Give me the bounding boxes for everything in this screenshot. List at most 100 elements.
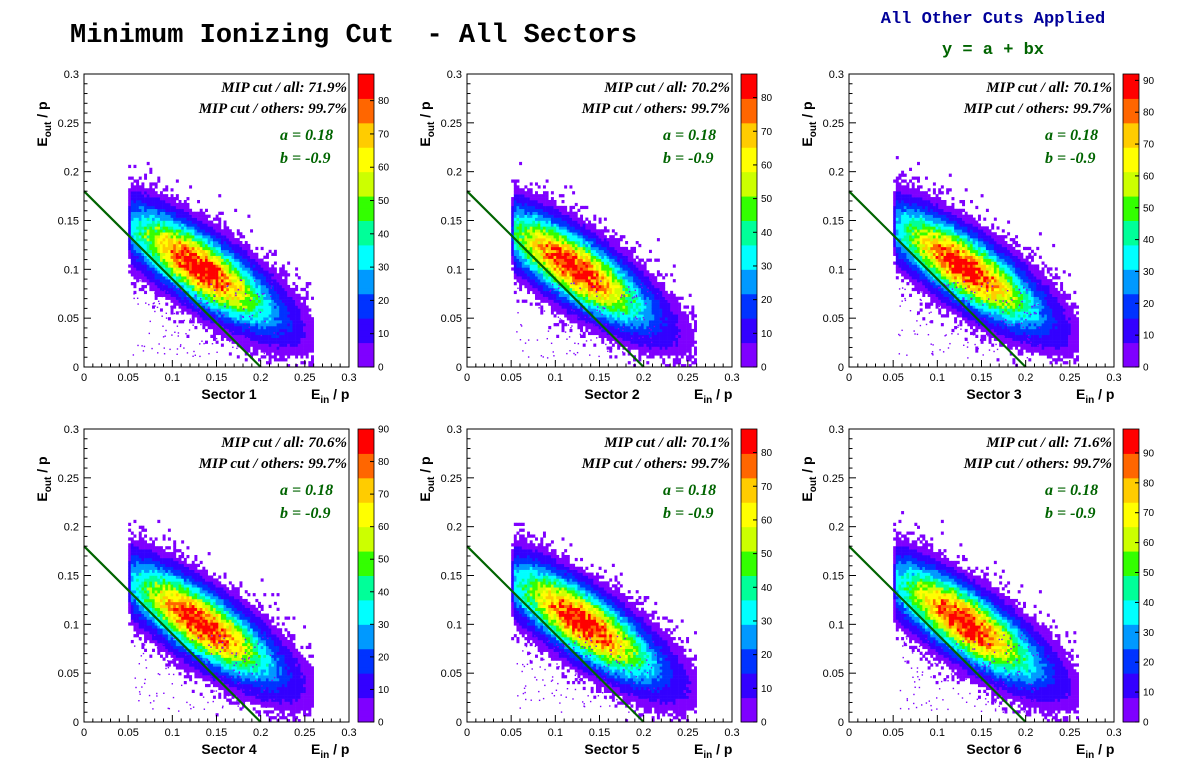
colorbar-segment [358, 238, 374, 246]
density-cell [183, 232, 187, 236]
density-cell [130, 232, 134, 236]
density-cell [561, 293, 565, 297]
density-cell [558, 238, 562, 242]
density-cell [202, 264, 206, 268]
density-cell [199, 310, 201, 313]
density-cell [662, 349, 666, 353]
density-cell [300, 340, 304, 344]
density-cell [553, 293, 557, 297]
density-cell [236, 337, 240, 341]
density-cell [630, 296, 634, 300]
density-cell [181, 261, 185, 265]
density-cell [580, 325, 584, 330]
density-cell [585, 305, 589, 309]
density-cell [598, 282, 602, 286]
density-cell [297, 334, 301, 338]
density-cell [641, 279, 644, 283]
density-cell [643, 270, 647, 274]
density-cell [181, 249, 185, 254]
density-cell [643, 343, 647, 347]
density-cell [656, 293, 660, 297]
density-cell [667, 340, 671, 344]
density-cell [598, 229, 602, 233]
density-cell [144, 279, 148, 283]
density-cell [133, 243, 137, 248]
density-cell [545, 267, 549, 271]
density-cell [149, 320, 151, 323]
density-cell [146, 229, 150, 233]
density-cell [641, 325, 644, 330]
density-cell [535, 241, 538, 245]
density-cell [186, 287, 190, 292]
density-cell [590, 293, 594, 297]
density-cell [183, 305, 187, 309]
density-cell [656, 284, 660, 289]
density-cell [144, 276, 148, 280]
density-cell [173, 214, 177, 218]
density-cell [284, 325, 288, 330]
density-cell [558, 264, 562, 268]
density-cell [165, 211, 169, 215]
density-cell [556, 229, 560, 233]
density-cell [590, 252, 594, 256]
density-cell [521, 211, 525, 215]
density-cell [218, 241, 222, 245]
density-cell [252, 290, 256, 295]
density-cell [527, 255, 531, 259]
density-cell [189, 305, 193, 309]
density-cell [173, 302, 177, 306]
density-cell [194, 232, 198, 236]
density-cell [199, 270, 203, 274]
density-cell [189, 258, 193, 262]
density-cell [231, 331, 235, 336]
density-cell [519, 208, 523, 213]
density-cell [210, 323, 214, 327]
density-cell [651, 325, 655, 330]
density-cell [603, 305, 607, 309]
density-cell [548, 235, 552, 239]
density-cell [244, 276, 248, 280]
colorbar-segment [358, 98, 374, 106]
density-cell [303, 299, 307, 303]
density-cell [173, 287, 177, 292]
density-cell [226, 252, 230, 256]
density-cell [255, 302, 259, 306]
density-cell [654, 323, 658, 327]
density-cell [215, 217, 219, 221]
density-cell [580, 308, 584, 312]
density-cell [284, 328, 288, 333]
density-cell [292, 305, 296, 309]
density-cell [173, 217, 177, 221]
density-cell [648, 311, 652, 315]
density-cell [231, 267, 235, 271]
density-cell [133, 290, 137, 295]
density-cell [223, 267, 227, 271]
density-cell [284, 287, 288, 292]
density-cell [273, 320, 277, 324]
density-cell [558, 258, 562, 262]
density-cell [197, 290, 201, 295]
density-cell [654, 302, 658, 306]
density-cell [244, 241, 248, 245]
density-cell [258, 337, 261, 341]
density-cell [162, 214, 166, 218]
density-cell [175, 214, 179, 218]
density-cell [231, 334, 235, 338]
y-tick-label: 0.3 [64, 69, 79, 81]
density-cell [601, 308, 605, 312]
colorbar-segment [358, 293, 374, 301]
colorbar-segment [358, 214, 374, 221]
density-cell [149, 185, 153, 189]
density-cell [252, 328, 256, 333]
density-cell [138, 270, 142, 274]
density-cell [128, 208, 132, 213]
density-cell [149, 246, 153, 251]
density-cell [175, 293, 179, 297]
density-cell [603, 311, 607, 315]
density-cell [146, 208, 150, 213]
density-cell [228, 311, 232, 315]
density-cell [651, 279, 655, 283]
density-cell [220, 293, 224, 297]
density-cell [566, 282, 570, 286]
density-cell [199, 273, 203, 277]
